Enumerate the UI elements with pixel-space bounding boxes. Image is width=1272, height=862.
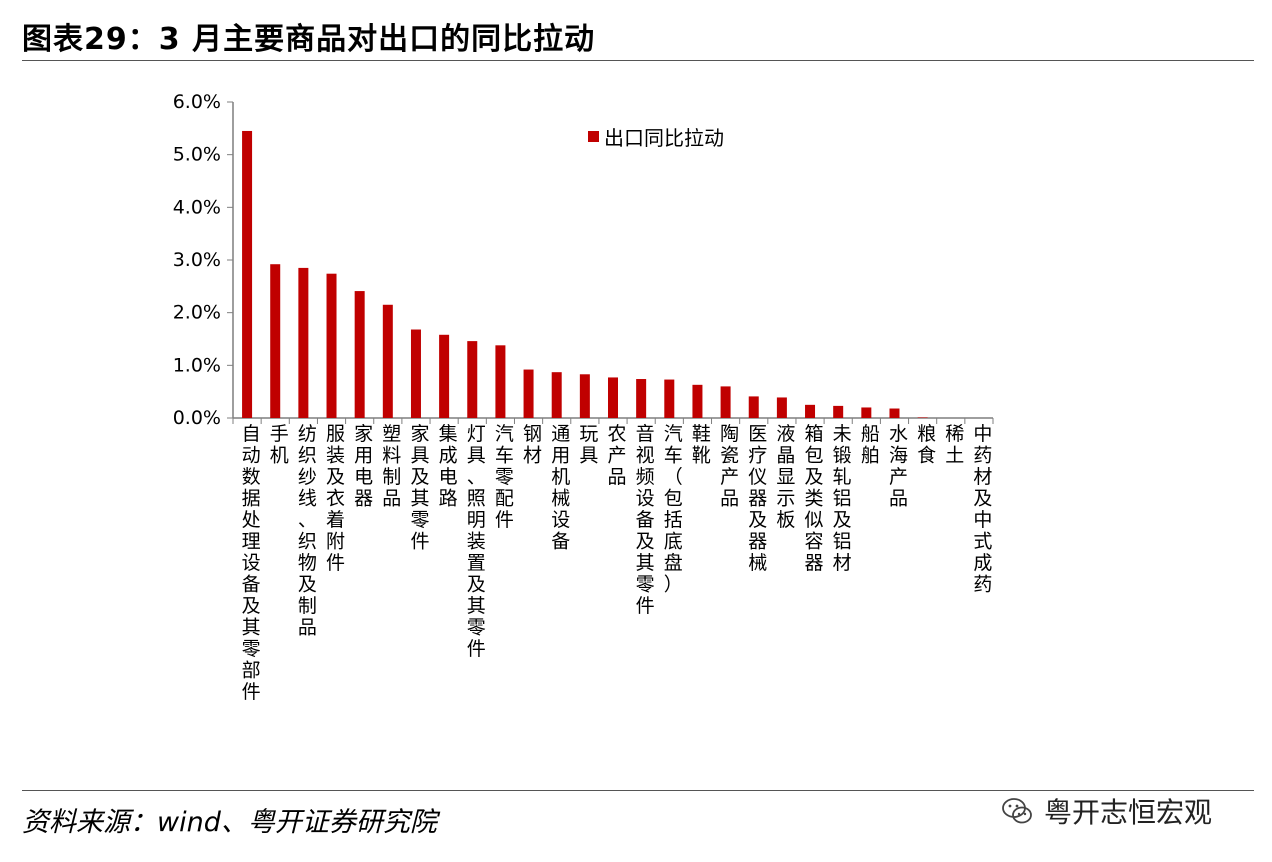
y-tick-label: 6.0% (173, 91, 221, 113)
category-label: 音视频设备及其零件 (636, 423, 655, 617)
bar (495, 345, 506, 418)
y-tick-label: 5.0% (173, 144, 221, 166)
y-tick-label: 0.0% (173, 407, 221, 429)
bar (917, 417, 928, 418)
category-label: 玩具 (579, 423, 598, 467)
bar (270, 264, 281, 418)
bar (467, 341, 478, 418)
category-label: 家具及其零件 (410, 423, 429, 553)
bar (748, 396, 759, 418)
category-label: 鞋靴 (692, 423, 711, 467)
y-tick-label: 1.0% (173, 354, 221, 376)
title-divider (22, 60, 1254, 61)
y-tick-label: 2.0% (173, 302, 221, 324)
category-label: 中药材及中式成药 (973, 423, 992, 596)
bar (354, 291, 365, 418)
category-label: 陶瓷产品 (720, 423, 739, 510)
bar (861, 407, 872, 418)
category-label: 汽车零配件 (495, 423, 514, 531)
bar (439, 334, 450, 418)
category-label: 船舶 (861, 423, 880, 467)
y-axis-ticks: 6.0% 5.0% 4.0% 3.0% 2.0% 1.0% 0.0% (173, 91, 233, 429)
category-label: 通用机械设备 (551, 423, 570, 553)
category-label: 手机 (270, 423, 289, 467)
y-tick-label: 3.0% (173, 249, 221, 271)
bar-chart: 6.0% 5.0% 4.0% 3.0% 2.0% 1.0% 0.0% 自动数据处理设备及其零… (173, 91, 994, 703)
bar (692, 384, 703, 418)
category-label: 医疗仪器及器械 (748, 423, 767, 574)
bar (776, 397, 787, 418)
bar (523, 369, 534, 418)
x-axis-labels: 自动数据处理设备及其零部件手机纺织纱线、织物及制品服装及衣着附件家用电器塑料制品… (242, 423, 993, 703)
category-label: 农产品 (607, 423, 626, 488)
category-label: 服装及衣着附件 (326, 423, 345, 574)
category-label: 液晶显示板 (776, 423, 795, 531)
bar (326, 273, 337, 418)
bar (579, 374, 590, 418)
category-label: 自动数据处理设备及其零部件 (242, 423, 261, 703)
bar (664, 379, 675, 418)
bar (242, 130, 253, 418)
bar (720, 386, 731, 418)
bar (382, 304, 393, 418)
y-tick-label: 4.0% (173, 196, 221, 218)
watermark: 粤开志恒宏观 (1000, 786, 1250, 836)
category-label: 家用电器 (354, 423, 373, 510)
chart-legend: 出口同比拉动 (588, 126, 724, 150)
watermark-text: 粤开志恒宏观 (1044, 796, 1213, 829)
source-note: 资料来源：wind、粤开证券研究院 (22, 807, 437, 838)
bar (889, 408, 900, 418)
category-label: 稀土 (945, 423, 964, 467)
footer-divider (22, 790, 1254, 791)
category-label: 纺织纱线、织物及制品 (298, 423, 317, 639)
chart-axes (232, 102, 994, 424)
bar (551, 372, 562, 418)
chart-bars (242, 130, 928, 418)
chart-title: 图表29：3 月主要商品对出口的同比拉动 (22, 22, 596, 57)
legend-swatch (588, 131, 599, 142)
bar (805, 404, 816, 418)
bar (833, 405, 844, 418)
category-label: 钢材 (523, 423, 542, 467)
category-label: 箱包及类似容器 (805, 423, 824, 574)
category-label: 灯具、照明装置及其零件 (467, 423, 486, 660)
bar (608, 377, 618, 418)
bar (298, 267, 309, 418)
category-label: 未锻轧铝及铝材 (833, 423, 852, 574)
bar (636, 379, 647, 418)
legend-label: 出口同比拉动 (604, 126, 724, 150)
category-label: 水海产品 (889, 423, 908, 510)
wechat-icon (1002, 798, 1032, 824)
category-label: 塑料制品 (382, 423, 401, 510)
bar (410, 329, 421, 418)
category-label: 粮食 (917, 423, 936, 467)
category-label: 汽车（包括底盘） (664, 423, 683, 596)
category-label: 集成电路 (439, 423, 458, 510)
